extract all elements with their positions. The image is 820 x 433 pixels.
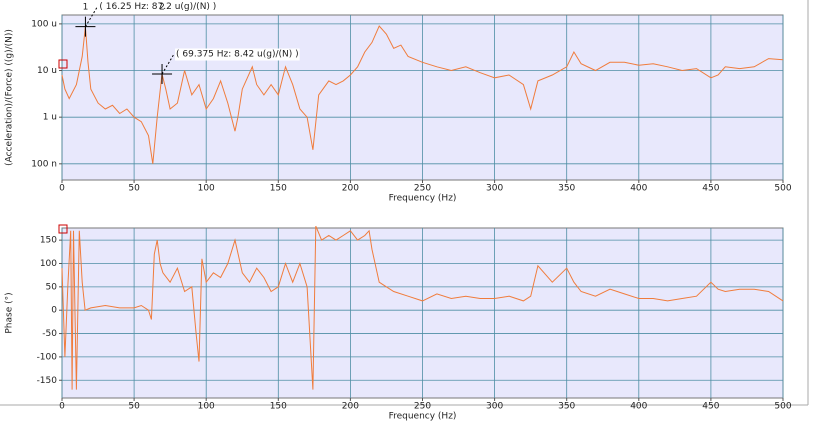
y-axis-label: Phase (°) bbox=[5, 292, 15, 333]
x-tick-label: 250 bbox=[414, 184, 431, 194]
y-tick-label: 150 bbox=[40, 236, 57, 246]
data-line bbox=[61, 25, 784, 164]
x-tick-label: 50 bbox=[128, 184, 140, 194]
x-tick-label: 200 bbox=[342, 184, 359, 194]
x-axis-label: Frequency (Hz) bbox=[389, 194, 457, 204]
x-tick-label: 300 bbox=[486, 184, 503, 194]
x-tick-label: 450 bbox=[702, 184, 719, 194]
x-tick-label: 100 bbox=[198, 402, 215, 412]
x-tick-label: 0 bbox=[59, 184, 65, 194]
x-tick-label: 400 bbox=[630, 402, 647, 412]
cursor-number: 1 bbox=[83, 3, 89, 13]
x-tick-label: 500 bbox=[774, 402, 791, 412]
y-tick-label: -100 bbox=[37, 352, 58, 362]
x-tick-label: 150 bbox=[270, 402, 287, 412]
cursor-annotation: ( 69.375 Hz: 8.42 u(g)/(N) ) bbox=[161, 48, 300, 75]
x-tick-label: 300 bbox=[486, 402, 503, 412]
x-tick-label: 150 bbox=[270, 184, 287, 194]
x-tick-label: 200 bbox=[342, 402, 359, 412]
y-tick-label: 100 n bbox=[31, 159, 57, 169]
x-tick-label: 400 bbox=[630, 184, 647, 194]
cursor-annotation: ( 16.25 Hz: 87.2 u(g)/(N) ) bbox=[85, 1, 218, 27]
y-axis-label: (Acceleration)/(Force) ((g)/(N)) bbox=[5, 29, 15, 166]
y-tick-label: -150 bbox=[37, 376, 58, 386]
x-tick-label: 250 bbox=[414, 402, 431, 412]
corner-marker bbox=[58, 59, 68, 69]
cursor-number: 2 bbox=[159, 3, 165, 13]
x-tick-label: 350 bbox=[558, 402, 575, 412]
y-tick-label: 100 bbox=[40, 259, 57, 269]
x-axis-label: Frequency (Hz) bbox=[389, 412, 457, 422]
x-tick-label: 100 bbox=[198, 184, 215, 194]
corner-marker bbox=[58, 224, 68, 234]
y-tick-label: 0 bbox=[51, 306, 57, 316]
data-line bbox=[61, 225, 784, 390]
y-tick-label: 10 u bbox=[37, 66, 57, 76]
y-tick-label: -50 bbox=[42, 329, 57, 339]
x-tick-label: 450 bbox=[702, 402, 719, 412]
annotation-text: ( 69.375 Hz: 8.42 u(g)/(N) ) bbox=[176, 50, 299, 60]
y-tick-label: 100 u bbox=[31, 19, 57, 29]
annotation-box bbox=[175, 48, 300, 61]
annotation-box bbox=[98, 1, 218, 14]
x-tick-label: 0 bbox=[59, 402, 65, 412]
x-tick-label: 50 bbox=[128, 402, 140, 412]
y-tick-label: 50 bbox=[46, 282, 58, 292]
annotation-text: ( 16.25 Hz: 87.2 u(g)/(N) ) bbox=[99, 2, 216, 12]
x-tick-label: 500 bbox=[774, 184, 791, 194]
y-tick-label: 1 u bbox=[43, 113, 57, 123]
x-tick-label: 350 bbox=[558, 184, 575, 194]
